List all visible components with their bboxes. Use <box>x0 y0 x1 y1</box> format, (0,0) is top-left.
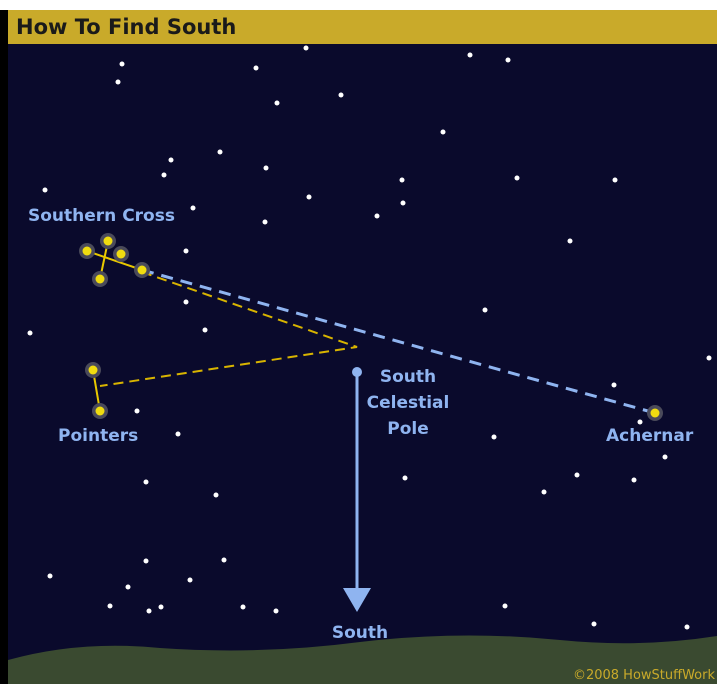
star <box>254 66 259 71</box>
star <box>468 53 473 58</box>
star <box>638 420 643 425</box>
star <box>116 80 121 85</box>
header-title: How To Find South <box>16 15 236 39</box>
star <box>663 455 668 460</box>
star <box>48 574 53 579</box>
star <box>632 478 637 483</box>
star <box>263 220 268 225</box>
credit: ©2008 HowStuffWork <box>573 668 716 683</box>
star <box>169 158 174 163</box>
star <box>203 328 208 333</box>
star <box>188 578 193 583</box>
star <box>264 166 269 171</box>
star <box>135 409 140 414</box>
bright-star <box>138 266 147 275</box>
star <box>184 249 189 254</box>
star <box>503 604 508 609</box>
bright-star <box>96 275 105 284</box>
star <box>218 150 223 155</box>
star <box>28 331 33 336</box>
star <box>176 432 181 437</box>
star <box>184 300 189 305</box>
star <box>214 493 219 498</box>
star <box>147 609 152 614</box>
star <box>612 383 617 388</box>
star <box>274 609 279 614</box>
star <box>144 559 149 564</box>
star <box>304 46 309 51</box>
page: How To Find South Southern Cross Pointer… <box>0 0 717 684</box>
star <box>441 130 446 135</box>
star <box>144 480 149 485</box>
star <box>492 435 497 440</box>
star <box>685 625 690 630</box>
star <box>375 214 380 219</box>
star <box>403 476 408 481</box>
star <box>707 356 712 361</box>
bright-star <box>83 247 92 256</box>
star <box>400 178 405 183</box>
star <box>162 173 167 178</box>
label: Southern Cross <box>28 206 175 226</box>
star <box>483 308 488 313</box>
label: South <box>332 623 388 643</box>
bright-star <box>651 409 660 418</box>
label: Pointers <box>58 426 138 446</box>
diagram: How To Find South Southern Cross Pointer… <box>0 0 717 684</box>
label: Pole <box>387 419 429 439</box>
star <box>542 490 547 495</box>
star <box>592 622 597 627</box>
bright-star <box>89 366 98 375</box>
label: Celestial <box>367 393 450 413</box>
star <box>575 473 580 478</box>
bright-star <box>117 250 126 259</box>
label: Achernar <box>606 426 694 446</box>
bright-star <box>104 237 113 246</box>
star <box>241 605 246 610</box>
star <box>275 101 280 106</box>
star <box>43 188 48 193</box>
star <box>568 239 573 244</box>
star <box>120 62 125 67</box>
star <box>191 206 196 211</box>
star <box>515 176 520 181</box>
star <box>613 178 618 183</box>
star <box>159 605 164 610</box>
label: South <box>380 367 436 387</box>
star <box>506 58 511 63</box>
star <box>307 195 312 200</box>
star <box>401 201 406 206</box>
top-strip <box>0 0 717 10</box>
star <box>339 93 344 98</box>
star <box>108 604 113 609</box>
star <box>126 585 131 590</box>
star <box>222 558 227 563</box>
bright-star <box>96 407 105 416</box>
